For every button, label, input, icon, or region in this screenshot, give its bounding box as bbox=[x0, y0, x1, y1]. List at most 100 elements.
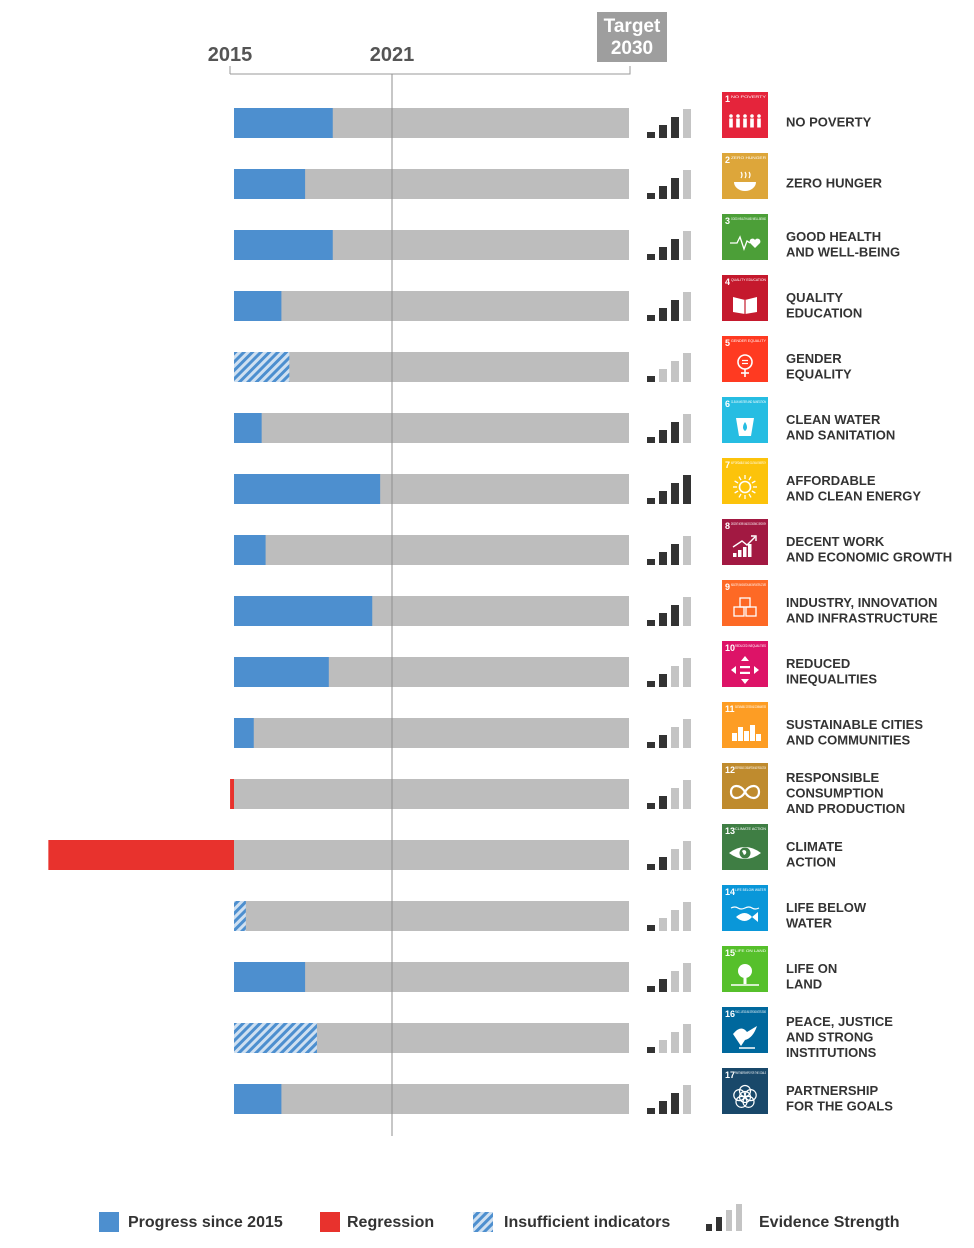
evidence-bar bbox=[659, 796, 667, 809]
evidence-bar bbox=[671, 1032, 679, 1053]
regression-bar bbox=[48, 840, 234, 870]
progress-bar bbox=[234, 108, 333, 138]
evidence-bar bbox=[683, 597, 691, 626]
legend-evidence-bar bbox=[736, 1204, 742, 1231]
rings-icon: 17 PARTNERSHIPS FOR THE GOALS bbox=[722, 1068, 768, 1114]
evidence-strength-icon bbox=[647, 170, 691, 199]
cubes-icon: 9 INDUSTRY, INNOVATION AND INFRASTRUCTURE bbox=[722, 580, 768, 626]
target-label: Target bbox=[604, 16, 661, 37]
year-2021-label: 2021 bbox=[370, 44, 415, 66]
evidence-bar bbox=[683, 414, 691, 443]
evidence-bar bbox=[683, 231, 691, 260]
goal-number: 6 bbox=[725, 399, 730, 409]
goal-tile bbox=[722, 214, 768, 260]
target-year-label: 2030 bbox=[611, 38, 653, 59]
evidence-bar bbox=[647, 742, 655, 748]
evidence-bar bbox=[683, 902, 691, 931]
timeline-bracket bbox=[229, 66, 631, 75]
evidence-strength-icon bbox=[647, 475, 691, 504]
book-icon: 4 QUALITY EDUCATION bbox=[722, 275, 768, 321]
evidence-strength-icon bbox=[647, 536, 691, 565]
legend-evidence-bar bbox=[706, 1224, 712, 1231]
progress-bar bbox=[234, 291, 282, 321]
goal-tile-title: SUSTAINABLE CITIES AND COMMUNITIES bbox=[735, 705, 766, 709]
goal-number: 4 bbox=[725, 277, 730, 287]
sun-icon: 7 AFFORDABLE AND CLEAN ENERGY bbox=[722, 458, 768, 504]
evidence-bar bbox=[671, 117, 679, 138]
target-box bbox=[597, 12, 667, 62]
legend-label: Regression bbox=[347, 1214, 434, 1231]
goal-label: GENDER EQUALITY bbox=[786, 351, 852, 382]
water-drop-icon: 6 CLEAN WATER AND SANITATION bbox=[722, 397, 768, 443]
goal-label: REDUCED INEQUALITIES bbox=[786, 656, 877, 687]
goal-number: 15 bbox=[725, 948, 735, 958]
evidence-bar bbox=[683, 841, 691, 870]
legend-evidence-bar bbox=[716, 1217, 722, 1231]
evidence-bar bbox=[683, 719, 691, 748]
evidence-bar bbox=[671, 1093, 679, 1114]
goal-number: 14 bbox=[725, 887, 735, 897]
goal-label: CLIMATE ACTION bbox=[786, 839, 843, 870]
evidence-bar bbox=[671, 361, 679, 382]
equality-arrows-icon: 10 REDUCED INEQUALITIES bbox=[722, 641, 768, 687]
goal-label: ZERO HUNGER bbox=[786, 176, 883, 191]
goal-row: 3 GOOD HEALTH AND WELL-BEING GOOD HEALTH AN… bbox=[234, 214, 900, 260]
goal-tile-title: DECENT WORK AND ECONOMIC GROWTH bbox=[731, 522, 766, 526]
evidence-strength-icon bbox=[647, 658, 691, 687]
goal-label: INDUSTRY, INNOVATION AND INFRASTRUCTURE bbox=[786, 595, 938, 626]
remaining-bar bbox=[234, 779, 629, 809]
evidence-bar bbox=[683, 109, 691, 138]
insufficient-bar bbox=[234, 1023, 317, 1053]
infinity-icon: 12 RESPONSIBLE CONSUMPTION AND PRODUCTION bbox=[722, 763, 768, 809]
goal-row: 4 QUALITY EDUCATION QUALITY EDUCATION bbox=[234, 275, 862, 321]
remaining-bar bbox=[234, 840, 629, 870]
evidence-bar bbox=[659, 491, 667, 504]
evidence-bar bbox=[647, 1047, 655, 1053]
evidence-bar bbox=[671, 422, 679, 443]
goal-label: LIFE BELOW WATER bbox=[786, 900, 867, 931]
evidence-bar bbox=[659, 308, 667, 321]
goal-row: 16 PEACE, JUSTICE AND STRONG INSTITUTIONS… bbox=[234, 1007, 893, 1060]
progress-bar bbox=[234, 962, 306, 992]
legend-item-evidence: Evidence Strength bbox=[706, 1204, 899, 1231]
goal-label: NO POVERTY bbox=[786, 115, 872, 130]
progress-bar bbox=[234, 474, 381, 504]
legend: Progress since 2015 Regression Insufficien… bbox=[99, 1204, 899, 1232]
goal-tile-title: REDUCED INEQUALITIES bbox=[735, 644, 767, 648]
goal-tile-title: PEACE, JUSTICE AND STRONG INSTITUTIONS bbox=[735, 1010, 766, 1014]
evidence-bar bbox=[659, 1101, 667, 1114]
fish-icon: 14 LIFE BELOW WATER bbox=[722, 885, 768, 931]
goal-tile bbox=[722, 519, 768, 565]
goal-row: 17 PARTNERSHIPS FOR THE GOALS PARTNERSHIP F… bbox=[234, 1068, 893, 1114]
evidence-bar bbox=[647, 986, 655, 992]
evidence-bar bbox=[647, 1108, 655, 1114]
goal-label: PEACE, JUSTICE AND STRONG INSTITUTIONS bbox=[786, 1014, 893, 1060]
goal-number: 7 bbox=[725, 460, 730, 470]
evidence-bar bbox=[647, 498, 655, 504]
evidence-bar bbox=[671, 788, 679, 809]
goal-tile-title: INDUSTRY, INNOVATION AND INFRASTRUCTURE bbox=[731, 583, 766, 587]
evidence-bar bbox=[647, 254, 655, 260]
evidence-bar bbox=[683, 658, 691, 687]
evidence-bar bbox=[659, 430, 667, 443]
goal-row: 1 NO POVERTY NO POVERTY bbox=[234, 92, 872, 138]
people-icon: 1 NO POVERTY bbox=[722, 92, 768, 138]
remaining-bar bbox=[234, 291, 629, 321]
goal-row: 11 SUSTAINABLE CITIES AND COMMUNITIESSUST… bbox=[234, 702, 923, 748]
evidence-strength-icon bbox=[647, 1024, 691, 1053]
goal-label: CLEAN WATER AND SANITATION bbox=[786, 412, 895, 443]
evidence-bar bbox=[659, 735, 667, 748]
goal-row: 9 INDUSTRY, INNOVATION AND INFRASTRUCTURE… bbox=[234, 580, 938, 626]
goal-row: 14 LIFE BELOW WATER LIFE BELOW WATER bbox=[234, 885, 867, 931]
goal-tile-title: LIFE BELOW WATER bbox=[735, 888, 767, 892]
evidence-strength-icon bbox=[647, 109, 691, 138]
goal-tile-title: LIFE ON LAND bbox=[735, 949, 767, 953]
goal-number: 9 bbox=[725, 582, 730, 592]
eye-globe-icon: 13 CLIMATE ACTION bbox=[722, 824, 768, 870]
evidence-bar bbox=[659, 125, 667, 138]
goal-number: 3 bbox=[725, 216, 730, 226]
goal-label: DECENT WORK AND ECONOMIC GROWTH bbox=[786, 534, 952, 565]
goal-label: SUSTAINABLE CITIES AND COMMUNITIES bbox=[786, 717, 923, 748]
